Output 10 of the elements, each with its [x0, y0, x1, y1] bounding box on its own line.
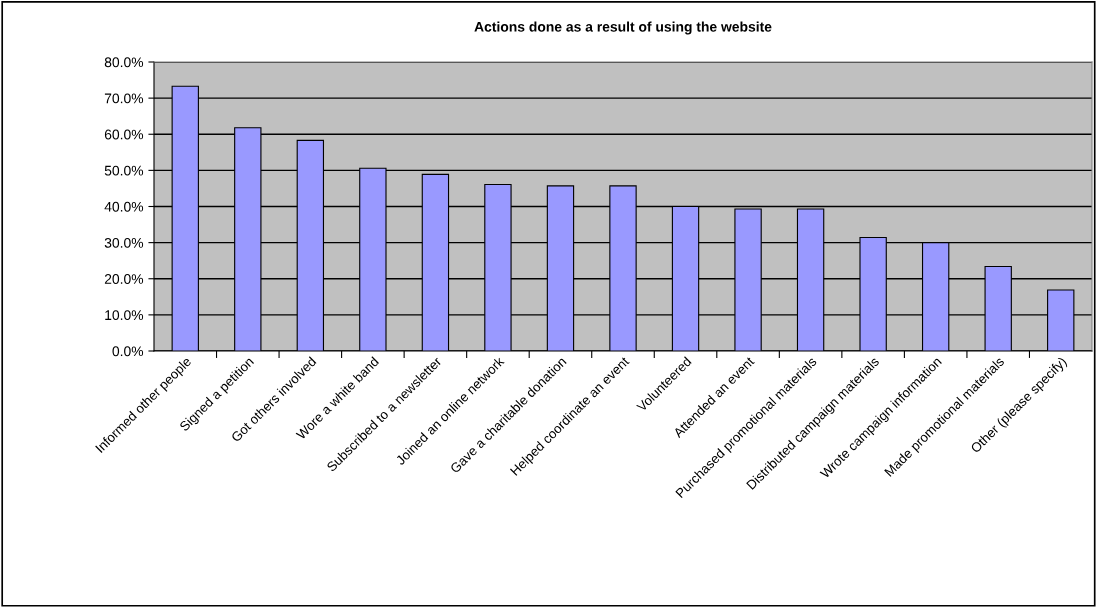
y-tick-label: 20.0%: [104, 274, 144, 284]
y-tick-label: 0.0%: [112, 346, 144, 357]
y-tick-label: 50.0%: [104, 165, 144, 176]
y-tick-label: 30.0%: [104, 237, 144, 248]
y-tick-label: 10.0%: [105, 310, 144, 321]
y-tick-label: 80.0%: [104, 57, 144, 68]
y-tick-label: 60.0%: [104, 129, 144, 140]
chart-title: Actions done as a result of using the website: [474, 21, 772, 35]
y-tick-label: 40.0%: [104, 201, 144, 212]
y-tick-label: 70.0%: [104, 93, 144, 104]
